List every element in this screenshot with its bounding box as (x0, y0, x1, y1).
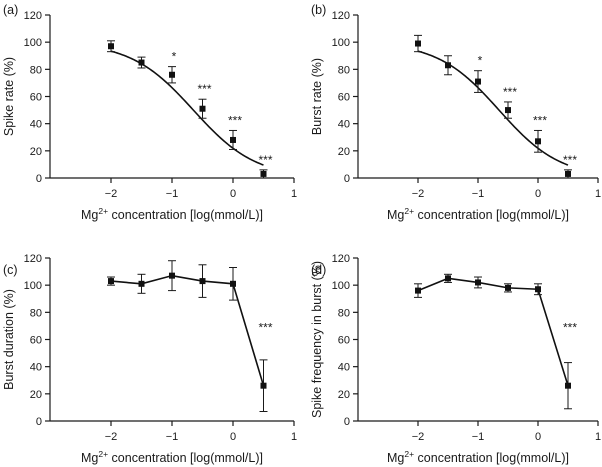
significance-label: *** (228, 113, 242, 127)
y-tick-label: 100 (332, 37, 350, 49)
y-tick-label: 60 (338, 92, 350, 104)
fit-curve (110, 50, 264, 166)
x-axis-title: Mg2+ concentration [log(mmol/L)] (387, 449, 569, 465)
y-tick-label: 40 (30, 362, 42, 374)
y-tick-label: 100 (24, 280, 42, 292)
data-point (138, 280, 145, 287)
x-tick-label: −1 (166, 188, 179, 200)
data-point (415, 287, 421, 294)
data-point (535, 138, 541, 145)
x-tick-label: 0 (230, 431, 236, 443)
series-line (110, 274, 265, 386)
y-tick-label: 80 (30, 64, 42, 76)
data-point (138, 59, 145, 66)
significance-label: *** (533, 113, 547, 127)
significance-label: *** (503, 85, 517, 99)
y-tick-label: 40 (338, 119, 350, 131)
y-tick-label: 20 (30, 389, 42, 401)
y-tick-label: 80 (338, 307, 350, 319)
significance-label: *** (258, 153, 272, 167)
data-point (565, 170, 571, 177)
x-tick-label: −1 (472, 431, 485, 443)
y-axis-title: Spike rate (%) (2, 57, 16, 136)
x-tick-label: 1 (595, 188, 601, 200)
significance-label: *** (197, 82, 211, 96)
y-tick-label: 80 (338, 64, 350, 76)
data-point (505, 107, 511, 114)
y-tick-label: 60 (338, 335, 350, 347)
series-line (417, 277, 569, 386)
significance-label: * (172, 50, 177, 64)
y-tick-label: 0 (344, 416, 350, 428)
data-point (565, 382, 571, 389)
y-tick-label: 120 (24, 10, 42, 22)
data-point (260, 170, 267, 177)
x-tick-label: −2 (105, 188, 118, 200)
significance-label: *** (563, 153, 577, 167)
y-tick-label: 120 (332, 10, 350, 22)
data-point (475, 279, 481, 286)
x-tick-label: 0 (535, 188, 541, 200)
y-tick-label: 20 (338, 389, 350, 401)
panel-b: (b) 0 20 40 60 80 100 120 −2 −1 0 1 Mg2+ concentrati… (310, 3, 601, 222)
y-tick-label: 60 (30, 335, 42, 347)
panel-c: (c) 0 20 40 60 80 100 120 −2 −1 0 1 Mg2+ concentrati… (2, 253, 297, 465)
panel-d: (d) 0 20 40 60 80 100 120 −2 −1 0 1 Mg2+ concentrati… (310, 253, 601, 465)
y-axis-title: Burst duration (%) (2, 289, 16, 390)
significance-label: *** (563, 320, 577, 334)
x-axis-title: Mg2+ concentration [log(mmol/L)] (387, 206, 569, 222)
y-tick-label: 40 (30, 119, 42, 131)
x-tick-label: 1 (595, 431, 601, 443)
x-axis-title: Mg2+ concentration [log(mmol/L)] (81, 449, 263, 465)
y-tick-label: 100 (332, 280, 350, 292)
data-point (445, 62, 451, 69)
data-point (475, 78, 481, 85)
y-axis-title: Burst rate (%) (310, 58, 324, 135)
x-tick-label: 1 (291, 188, 297, 200)
y-tick-label: 120 (332, 253, 350, 265)
x-tick-label: −2 (105, 431, 118, 443)
x-tick-label: 0 (230, 188, 236, 200)
data-point (230, 136, 236, 143)
y-tick-label: 0 (36, 173, 42, 185)
data-point (445, 275, 451, 282)
x-tick-label: −2 (412, 188, 425, 200)
y-tick-label: 0 (344, 173, 350, 185)
data-point (108, 43, 114, 50)
panel-letter: (c) (3, 263, 18, 277)
significance-label: * (478, 54, 483, 68)
panel-letter: (a) (3, 3, 18, 17)
x-tick-label: 0 (535, 431, 541, 443)
panel-a: (a) 0 20 40 60 80 100 120 −2 −1 0 1 Mg2+ concentrati… (2, 3, 297, 222)
x-tick-label: −2 (412, 431, 425, 443)
data-point (169, 272, 175, 279)
significance-label: *** (258, 320, 272, 334)
data-point (169, 71, 175, 78)
data-point (108, 278, 114, 285)
y-tick-label: 20 (30, 146, 42, 158)
x-tick-label: −1 (166, 431, 179, 443)
y-tick-label: 40 (338, 362, 350, 374)
fit-curve (417, 50, 569, 166)
y-tick-label: 60 (30, 92, 42, 104)
y-tick-label: 20 (338, 146, 350, 158)
data-point (199, 278, 206, 285)
y-tick-label: 0 (36, 416, 42, 428)
x-tick-label: 1 (291, 431, 297, 443)
panel-letter: (b) (311, 3, 326, 17)
x-tick-label: −1 (472, 188, 485, 200)
y-axis-title: Spike frequency in burst (%) (310, 261, 324, 418)
x-axis-title: Mg2+ concentration [log(mmol/L)] (81, 206, 263, 222)
data-point (535, 286, 541, 293)
data-point (230, 280, 236, 287)
panel-letter: (d) (311, 263, 326, 277)
data-point (199, 105, 206, 112)
data-point (505, 284, 511, 291)
y-tick-label: 80 (30, 307, 42, 319)
y-tick-label: 120 (24, 253, 42, 265)
data-point (415, 40, 421, 47)
y-tick-label: 100 (24, 37, 42, 49)
data-point (260, 382, 267, 389)
